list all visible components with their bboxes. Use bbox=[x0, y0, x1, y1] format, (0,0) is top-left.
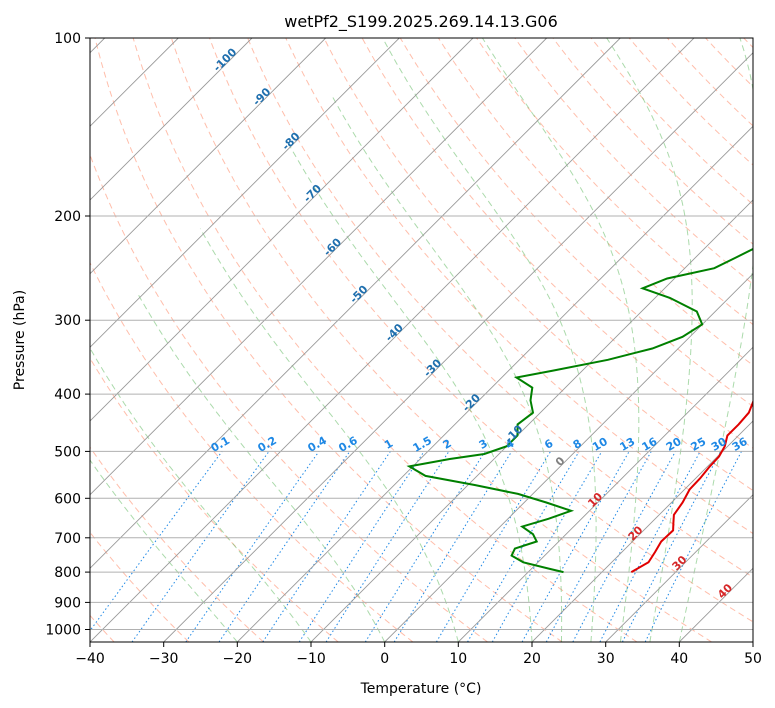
dry-adiabat-line bbox=[552, 38, 753, 245]
moist-adiabat-line bbox=[678, 38, 753, 642]
y-tick-label: 600 bbox=[54, 491, 81, 507]
x-tick-label: 50 bbox=[744, 651, 762, 667]
y-axis-ticks: 100 200 300 400 500 600 700 800 900 1000 bbox=[45, 31, 90, 639]
mixing-ratio-line bbox=[572, 451, 676, 642]
x-tick-label: 30 bbox=[597, 651, 615, 667]
mixing-ratio-line bbox=[218, 451, 351, 642]
isotherm-line bbox=[531, 420, 753, 642]
mixing-ratio-lines bbox=[90, 451, 742, 642]
dry-adiabat-line bbox=[94, 38, 563, 642]
dry-adiabat-line bbox=[285, 38, 753, 535]
dry-adiabat-line bbox=[208, 38, 753, 623]
mixing-ratio-line bbox=[435, 451, 552, 642]
isotherm-line bbox=[90, 38, 253, 201]
y-tick-label: 500 bbox=[54, 444, 81, 460]
mixing-ratio-line bbox=[131, 451, 270, 642]
pressure-gridlines bbox=[90, 38, 753, 630]
dry-adiabat-line bbox=[323, 38, 753, 492]
mixing-ratio-line bbox=[521, 451, 630, 642]
temperature-profile-line bbox=[630, 399, 753, 573]
x-tick-label: 20 bbox=[523, 651, 541, 667]
dry-adiabat-line bbox=[247, 38, 753, 578]
y-tick-label: 900 bbox=[54, 595, 81, 611]
dry-adiabat-line bbox=[361, 38, 753, 449]
isotherm-line bbox=[90, 38, 474, 422]
mixing-ratio-line bbox=[491, 451, 603, 642]
plot-frame bbox=[89, 37, 754, 643]
y-tick-label: 700 bbox=[54, 531, 81, 547]
isotherm-line bbox=[163, 52, 753, 642]
isotherm-line bbox=[310, 199, 753, 642]
y-tick-label: 300 bbox=[54, 313, 81, 329]
dry-adiabat-line bbox=[90, 261, 414, 642]
mixing-ratio-line bbox=[545, 451, 652, 642]
x-axis-ticks: −40 −30 −20 −10 0 10 20 30 40 50 bbox=[75, 642, 762, 667]
dry-adiabat-line bbox=[590, 38, 753, 206]
mixing-ratio-line bbox=[90, 451, 223, 632]
dry-adiabat-line bbox=[90, 153, 488, 642]
x-tick-label: −20 bbox=[223, 651, 253, 667]
y-tick-label: 800 bbox=[54, 565, 81, 581]
chart-title: wetPf2_S199.2025.269.14.13.G06 bbox=[284, 12, 558, 32]
isotherm-line bbox=[605, 494, 753, 642]
dry-adiabat-line bbox=[90, 446, 264, 642]
x-tick-label: 0 bbox=[380, 651, 389, 667]
moist-adiabat-line bbox=[606, 38, 693, 642]
y-tick-label: 200 bbox=[54, 209, 81, 225]
isotherm-line bbox=[90, 38, 327, 275]
y-tick-label: 1000 bbox=[45, 623, 81, 639]
x-tick-label: 10 bbox=[449, 651, 467, 667]
y-tick-label: 400 bbox=[54, 387, 81, 403]
isotherm-line bbox=[90, 38, 695, 642]
mixing-ratio-line bbox=[393, 451, 513, 642]
moist-adiabat-line bbox=[90, 459, 238, 642]
y-tick-label: 100 bbox=[54, 31, 81, 47]
dry-adiabat-line bbox=[132, 38, 638, 642]
mixing-ratio-line bbox=[325, 451, 450, 642]
isotherm-line bbox=[457, 346, 753, 642]
isotherm-line bbox=[90, 38, 400, 348]
y-axis-label: Pressure (hPa) bbox=[12, 290, 28, 390]
moist-adiabat-line bbox=[137, 292, 386, 642]
moist-adiabat-line bbox=[331, 95, 563, 642]
isotherm-line bbox=[90, 38, 548, 496]
isotherms bbox=[90, 38, 753, 642]
x-tick-label: −40 bbox=[75, 651, 105, 667]
x-axis-label: Temperature (°C) bbox=[360, 681, 482, 697]
isotherm-line bbox=[90, 38, 621, 569]
profiles bbox=[406, 247, 753, 574]
isotherm-line bbox=[384, 273, 753, 642]
isotherm-line bbox=[236, 125, 753, 642]
mixing-ratio-line bbox=[467, 451, 580, 642]
moist-adiabat-line bbox=[382, 38, 597, 642]
mixing-ratio-line bbox=[364, 451, 486, 642]
x-tick-label: −10 bbox=[296, 651, 326, 667]
dry-adiabat-line bbox=[399, 38, 753, 408]
x-tick-label: 40 bbox=[670, 651, 688, 667]
moist-adiabat-line bbox=[481, 38, 640, 642]
dewpoint-profile-line bbox=[406, 247, 753, 574]
x-tick-label: −30 bbox=[149, 651, 179, 667]
dry-adiabat-line bbox=[437, 38, 753, 366]
moist-adiabat-line bbox=[199, 228, 459, 642]
